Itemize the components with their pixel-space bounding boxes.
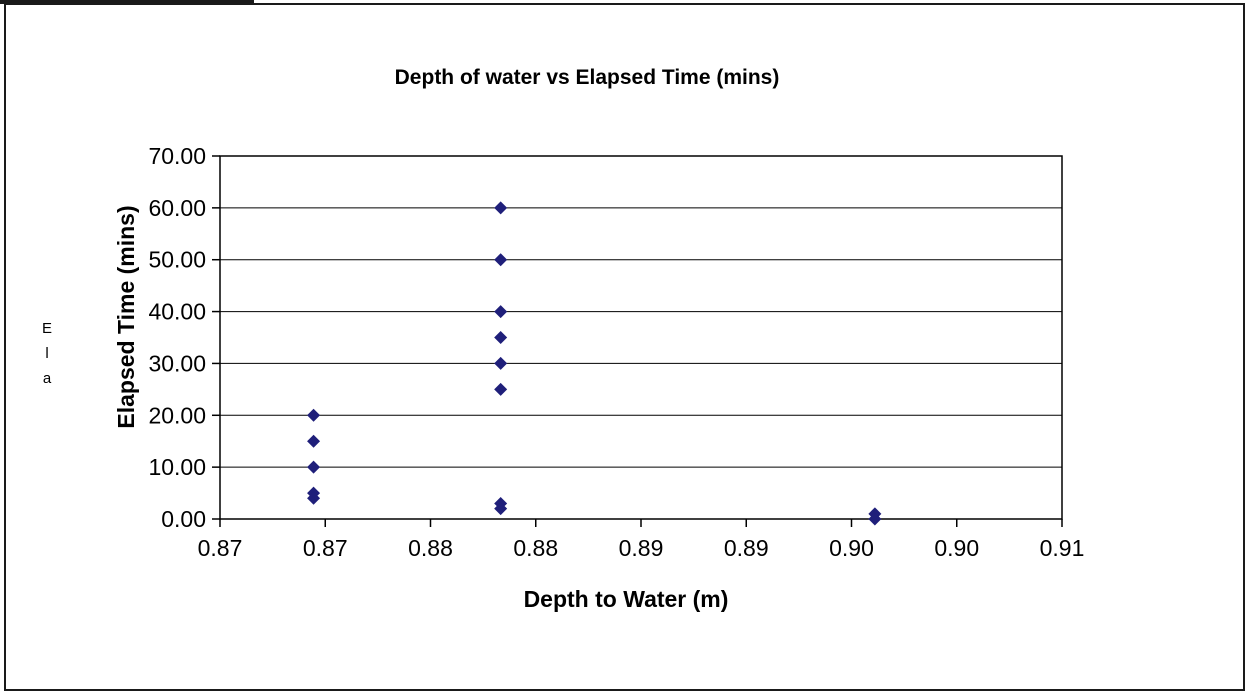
y-tick-label: 30.00 (148, 350, 206, 376)
data-points (307, 201, 882, 526)
y-tick-label: 40.00 (148, 299, 206, 325)
plot-area (219, 155, 1063, 520)
data-point-marker (307, 491, 321, 505)
data-point-marker (494, 502, 508, 516)
x-tick-label: 0.91 (1040, 535, 1085, 561)
stray-label-line-1: E (42, 320, 52, 337)
y-tick-label: 70.00 (148, 143, 206, 169)
data-point-marker (494, 305, 508, 319)
stray-label-line-3: a (43, 370, 52, 387)
y-tick-label: 0.00 (161, 506, 206, 532)
y-tick-label: 50.00 (148, 247, 206, 273)
x-tick-label: 0.90 (934, 535, 979, 561)
x-tick-label: 0.89 (724, 535, 769, 561)
y-axis-ticks: 0.00 10.00 20.00 30.00 40.00 50.00 60.00 70.00 (148, 143, 220, 532)
x-tick-label: 0.87 (198, 535, 243, 561)
data-point-marker (494, 201, 508, 215)
x-tick-label: 0.89 (619, 535, 664, 561)
gridlines (220, 207, 1062, 468)
data-point-marker (494, 331, 508, 344)
data-point-marker (494, 356, 508, 370)
data-point-marker (494, 253, 508, 267)
chart-title: Depth of water vs Elapsed Time (mins) (395, 66, 780, 89)
data-point-marker (307, 434, 321, 448)
chart-frame (4, 3, 1245, 691)
corner-tab (0, 0, 254, 4)
x-tick-label: 0.88 (408, 535, 453, 561)
x-tick-label: 0.87 (303, 535, 348, 561)
stray-label-line-2: l (45, 345, 48, 362)
y-tick-label: 10.00 (148, 454, 206, 480)
data-point-marker (307, 408, 321, 422)
x-tick-label: 0.90 (829, 535, 874, 561)
data-point-marker (307, 460, 321, 474)
data-point-marker (494, 382, 508, 396)
data-point-marker (868, 512, 882, 526)
y-tick-label: 20.00 (148, 402, 206, 428)
y-tick-label: 60.00 (148, 195, 206, 221)
y-axis-title: Elapsed Time (mins) (113, 205, 139, 428)
x-tick-label: 0.88 (513, 535, 558, 561)
stray-label: E l a (42, 320, 52, 387)
x-axis-ticks: 0.87 0.87 0.88 0.88 0.89 0.89 0.90 0.90 0.91 (198, 519, 1085, 561)
x-axis-title: Depth to Water (m) (524, 586, 729, 612)
